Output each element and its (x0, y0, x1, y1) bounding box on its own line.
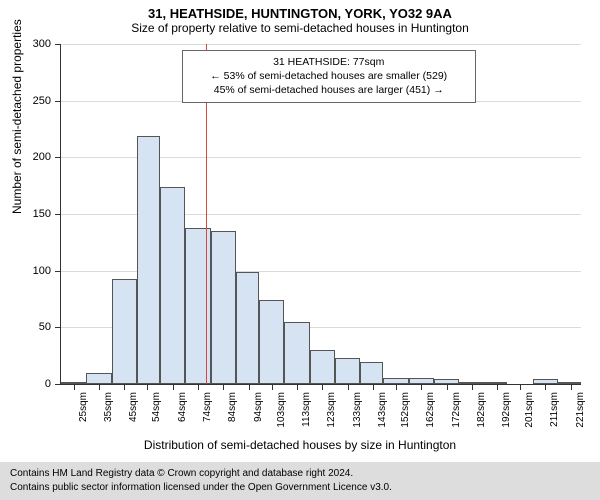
x-tick (545, 384, 546, 390)
y-tick-label: 50 (39, 321, 51, 333)
x-tick-label: 143sqm (377, 392, 388, 428)
histogram-bar (360, 362, 383, 384)
x-tick-label: 35sqm (103, 392, 114, 422)
y-tick (55, 44, 61, 45)
x-tick-label: 182sqm (476, 392, 487, 428)
x-tick-label: 25sqm (78, 392, 89, 422)
x-tick (447, 384, 448, 390)
annotation-line: 45% of semi-detached houses are larger (… (191, 83, 467, 97)
x-tick-label: 201sqm (524, 392, 535, 428)
x-tick (272, 384, 273, 390)
histogram-bar (211, 231, 236, 384)
x-tick-label: 152sqm (400, 392, 411, 428)
y-axis-label: Number of semi-detached properties (10, 19, 24, 214)
histogram-bar (112, 279, 137, 384)
histogram-bar (160, 187, 185, 384)
y-tick (55, 327, 61, 328)
y-tick (55, 101, 61, 102)
histogram-bar (185, 228, 210, 384)
x-tick-label: 103sqm (276, 392, 287, 428)
x-tick-label: 162sqm (425, 392, 436, 428)
x-tick-label: 123sqm (326, 392, 337, 428)
x-tick (74, 384, 75, 390)
x-tick (322, 384, 323, 390)
x-tick-label: 211sqm (549, 392, 560, 427)
x-tick (223, 384, 224, 390)
x-tick (348, 384, 349, 390)
x-tick-label: 94sqm (253, 392, 264, 422)
x-tick-label: 221sqm (575, 392, 586, 428)
x-tick-label: 74sqm (202, 392, 213, 422)
y-tick (55, 157, 61, 158)
x-tick (571, 384, 572, 390)
x-tick (472, 384, 473, 390)
x-tick-label: 192sqm (501, 392, 512, 428)
x-tick (297, 384, 298, 390)
annotation-line: 31 HEATHSIDE: 77sqm (191, 55, 467, 69)
chart-title-sub: Size of property relative to semi-detach… (0, 21, 600, 37)
y-tick (55, 214, 61, 215)
histogram-bar (259, 300, 284, 384)
y-tick-label: 300 (33, 38, 51, 50)
histogram-bar (335, 358, 360, 384)
y-tick (55, 384, 61, 385)
histogram-chart: 31, HEATHSIDE, HUNTINGTON, YORK, YO32 9A… (0, 0, 600, 500)
histogram-bar (558, 382, 581, 384)
x-tick-label: 113sqm (301, 392, 312, 427)
x-tick (373, 384, 374, 390)
x-tick-label: 45sqm (128, 392, 139, 422)
x-tick (198, 384, 199, 390)
y-tick (55, 271, 61, 272)
histogram-bar (86, 373, 111, 384)
footer-line-1: Contains HM Land Registry data © Crown c… (10, 467, 590, 481)
y-tick-label: 0 (45, 378, 51, 390)
x-tick (497, 384, 498, 390)
histogram-bar (310, 350, 335, 384)
x-tick (147, 384, 148, 390)
chart-title-main: 31, HEATHSIDE, HUNTINGTON, YORK, YO32 9A… (0, 0, 600, 21)
plot-area: 05010015020025030025sqm35sqm45sqm54sqm64… (60, 44, 581, 385)
x-axis-label: Distribution of semi-detached houses by … (0, 438, 600, 452)
x-tick (173, 384, 174, 390)
x-tick-label: 64sqm (177, 392, 188, 422)
x-tick (396, 384, 397, 390)
x-tick (421, 384, 422, 390)
footer-line-2: Contains public sector information licen… (10, 481, 590, 495)
x-tick-label: 84sqm (227, 392, 238, 422)
histogram-bar (284, 322, 309, 384)
x-tick-label: 54sqm (151, 392, 162, 422)
histogram-bar (236, 272, 259, 384)
y-tick-label: 100 (33, 265, 51, 277)
annotation-box: 31 HEATHSIDE: 77sqm← 53% of semi-detache… (182, 50, 476, 103)
x-tick (99, 384, 100, 390)
annotation-line: ← 53% of semi-detached houses are smalle… (191, 69, 467, 83)
histogram-bar (485, 382, 508, 384)
x-tick (124, 384, 125, 390)
x-tick-label: 133sqm (352, 392, 363, 428)
histogram-bar (137, 136, 160, 384)
x-tick-label: 172sqm (451, 392, 462, 428)
x-tick (520, 384, 521, 390)
y-tick-label: 150 (33, 208, 51, 220)
x-tick (249, 384, 250, 390)
y-tick-label: 200 (33, 151, 51, 163)
chart-footer: Contains HM Land Registry data © Crown c… (0, 462, 600, 500)
gridline (61, 44, 581, 45)
y-tick-label: 250 (33, 95, 51, 107)
